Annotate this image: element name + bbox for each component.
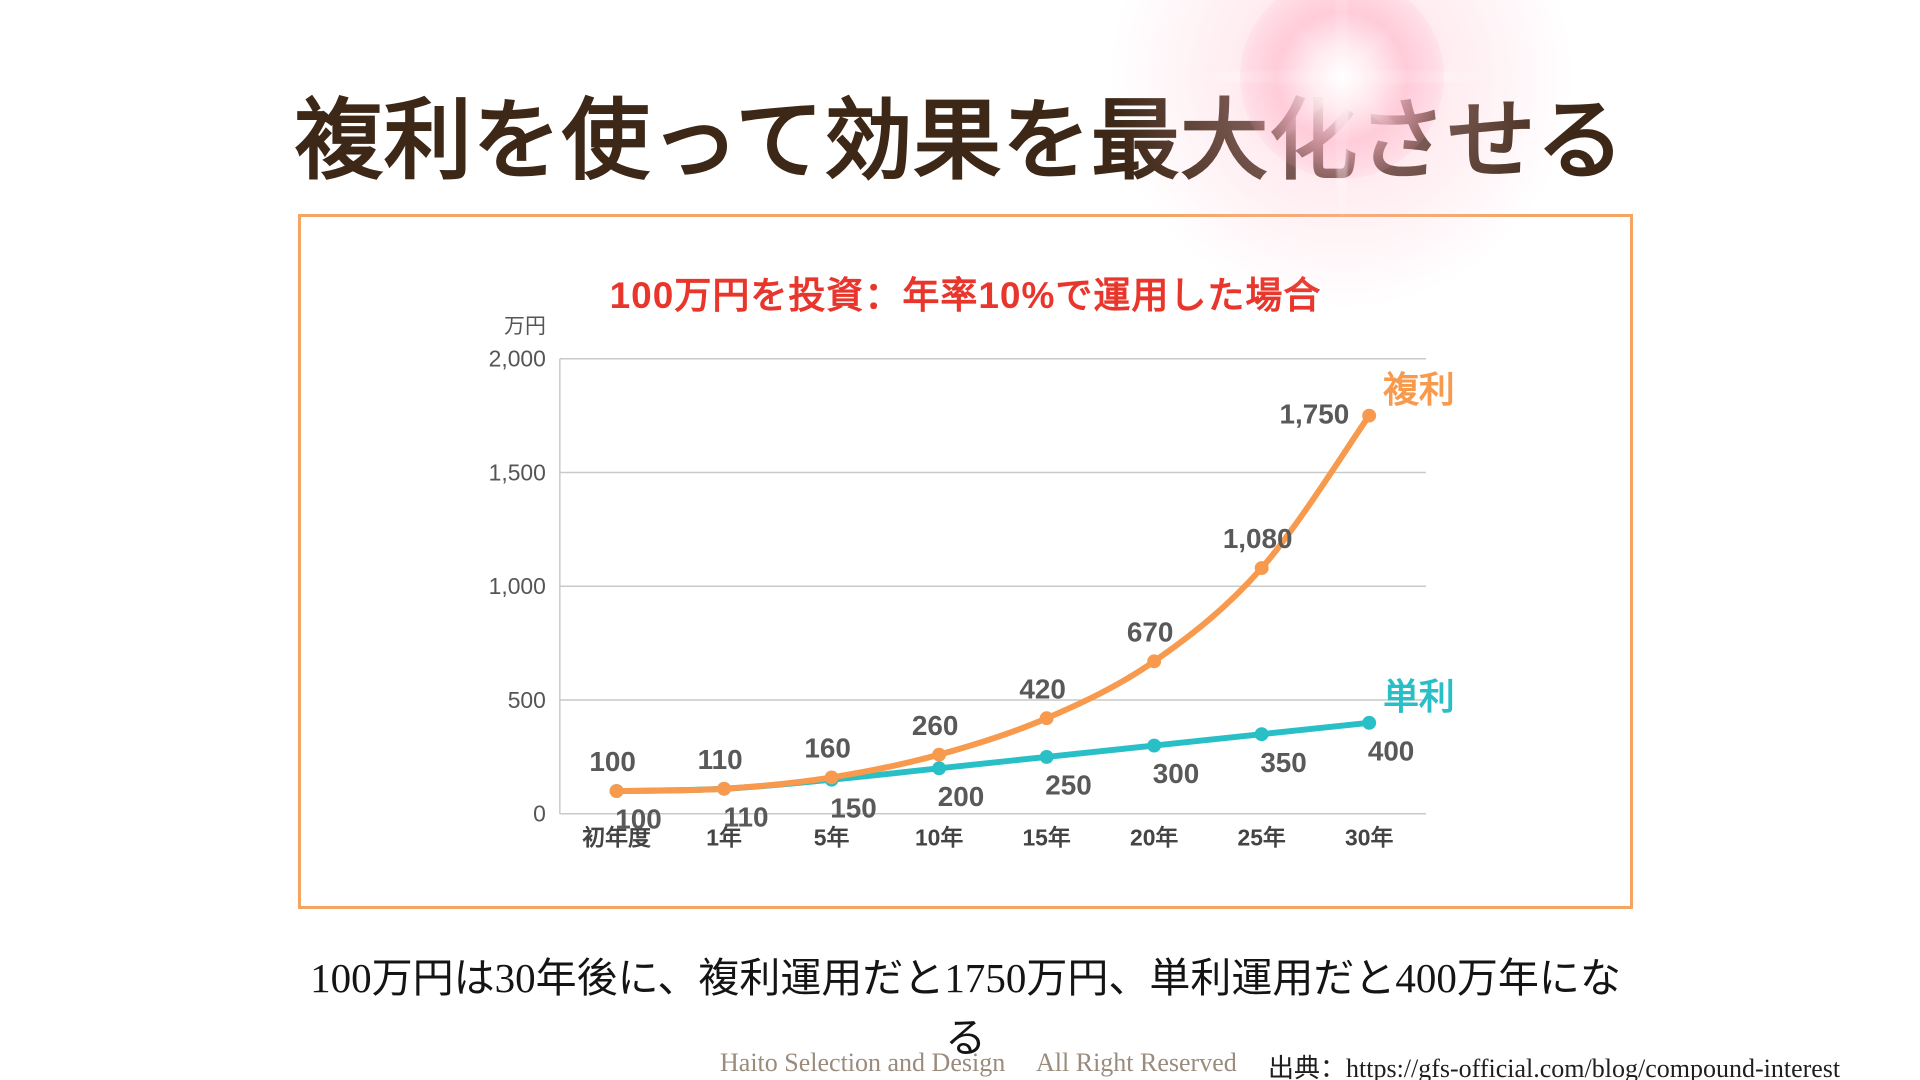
summary-caption: 100万円は30年後に、複利運用だと1750万円、単利運用だと400万年になる — [310, 955, 1621, 1061]
footer: Haito Selection and Design All Right Res… — [0, 1048, 1920, 1080]
compound-point — [1254, 561, 1269, 576]
compound-data-label: 670 — [1127, 617, 1173, 648]
simple-point — [932, 761, 947, 776]
compound-point — [1147, 654, 1162, 669]
simple-data-label: 300 — [1153, 758, 1199, 789]
simple-data-label: 250 — [1045, 770, 1091, 801]
y-tick-label: 1,500 — [489, 459, 546, 485]
compound-point — [717, 781, 732, 796]
x-tick-label: 10年 — [915, 825, 963, 851]
compound-data-label: 110 — [698, 744, 743, 775]
compound-data-label: 260 — [912, 710, 958, 741]
simple-data-label: 110 — [724, 801, 769, 832]
x-tick-label: 1年 — [706, 825, 742, 851]
compound-data-label: 100 — [589, 746, 635, 777]
compound-data-label: 160 — [804, 733, 850, 764]
y-axis-unit-label: 万円 — [504, 315, 546, 338]
x-tick-label: 初年度 — [582, 825, 651, 851]
x-tick-label: 25年 — [1237, 825, 1285, 851]
page-title: 複利を使って効果を最大化させる — [294, 94, 1626, 191]
simple-data-label: 150 — [830, 792, 876, 823]
simple-data-label: 350 — [1260, 747, 1306, 778]
compound-point — [932, 747, 947, 762]
y-tick-label: 0 — [533, 801, 546, 827]
simple-point — [1362, 715, 1377, 730]
compound-point — [1039, 711, 1054, 726]
y-tick-label: 2,000 — [489, 346, 546, 372]
footer-source: 出典：https://gfs-official.com/blog/compoun… — [1268, 1054, 1841, 1080]
simple-point — [1147, 738, 1162, 753]
chart-title: 100万円を投資：年率10%で運用した場合 — [609, 275, 1322, 316]
footer-rights: All Right Reserved — [1036, 1048, 1237, 1077]
simple-point — [1254, 727, 1269, 742]
chart-panel: 0 500 1,000 1,500 2,000 万円初年度 1年 5年 10年 15年 20年 25年… — [298, 214, 1633, 909]
simple-legend-label: 単利 — [1383, 677, 1455, 717]
x-tick-label: 20年 — [1130, 825, 1178, 851]
compound-point — [824, 770, 839, 785]
x-tick-label: 30年 — [1345, 825, 1393, 851]
compound-legend-label: 複利 — [1383, 370, 1455, 410]
simple-point — [1039, 749, 1054, 764]
compound-data-label: 1,080 — [1223, 523, 1293, 554]
simple-data-label: 400 — [1368, 736, 1414, 767]
compound-data-label: 420 — [1019, 673, 1065, 704]
x-tick-label: 15年 — [1022, 825, 1070, 851]
y-tick-label: 1,000 — [489, 573, 546, 599]
x-tick-label: 5年 — [814, 825, 850, 851]
compound-point — [1362, 408, 1377, 423]
simple-data-label: 100 — [615, 804, 661, 835]
compound-point — [609, 784, 624, 798]
y-tick-label: 500 — [508, 687, 546, 713]
footer-credit: Haito Selection and Design — [720, 1048, 1006, 1077]
compound-data-label: 1,750 — [1280, 399, 1350, 430]
simple-data-label: 200 — [938, 781, 984, 812]
